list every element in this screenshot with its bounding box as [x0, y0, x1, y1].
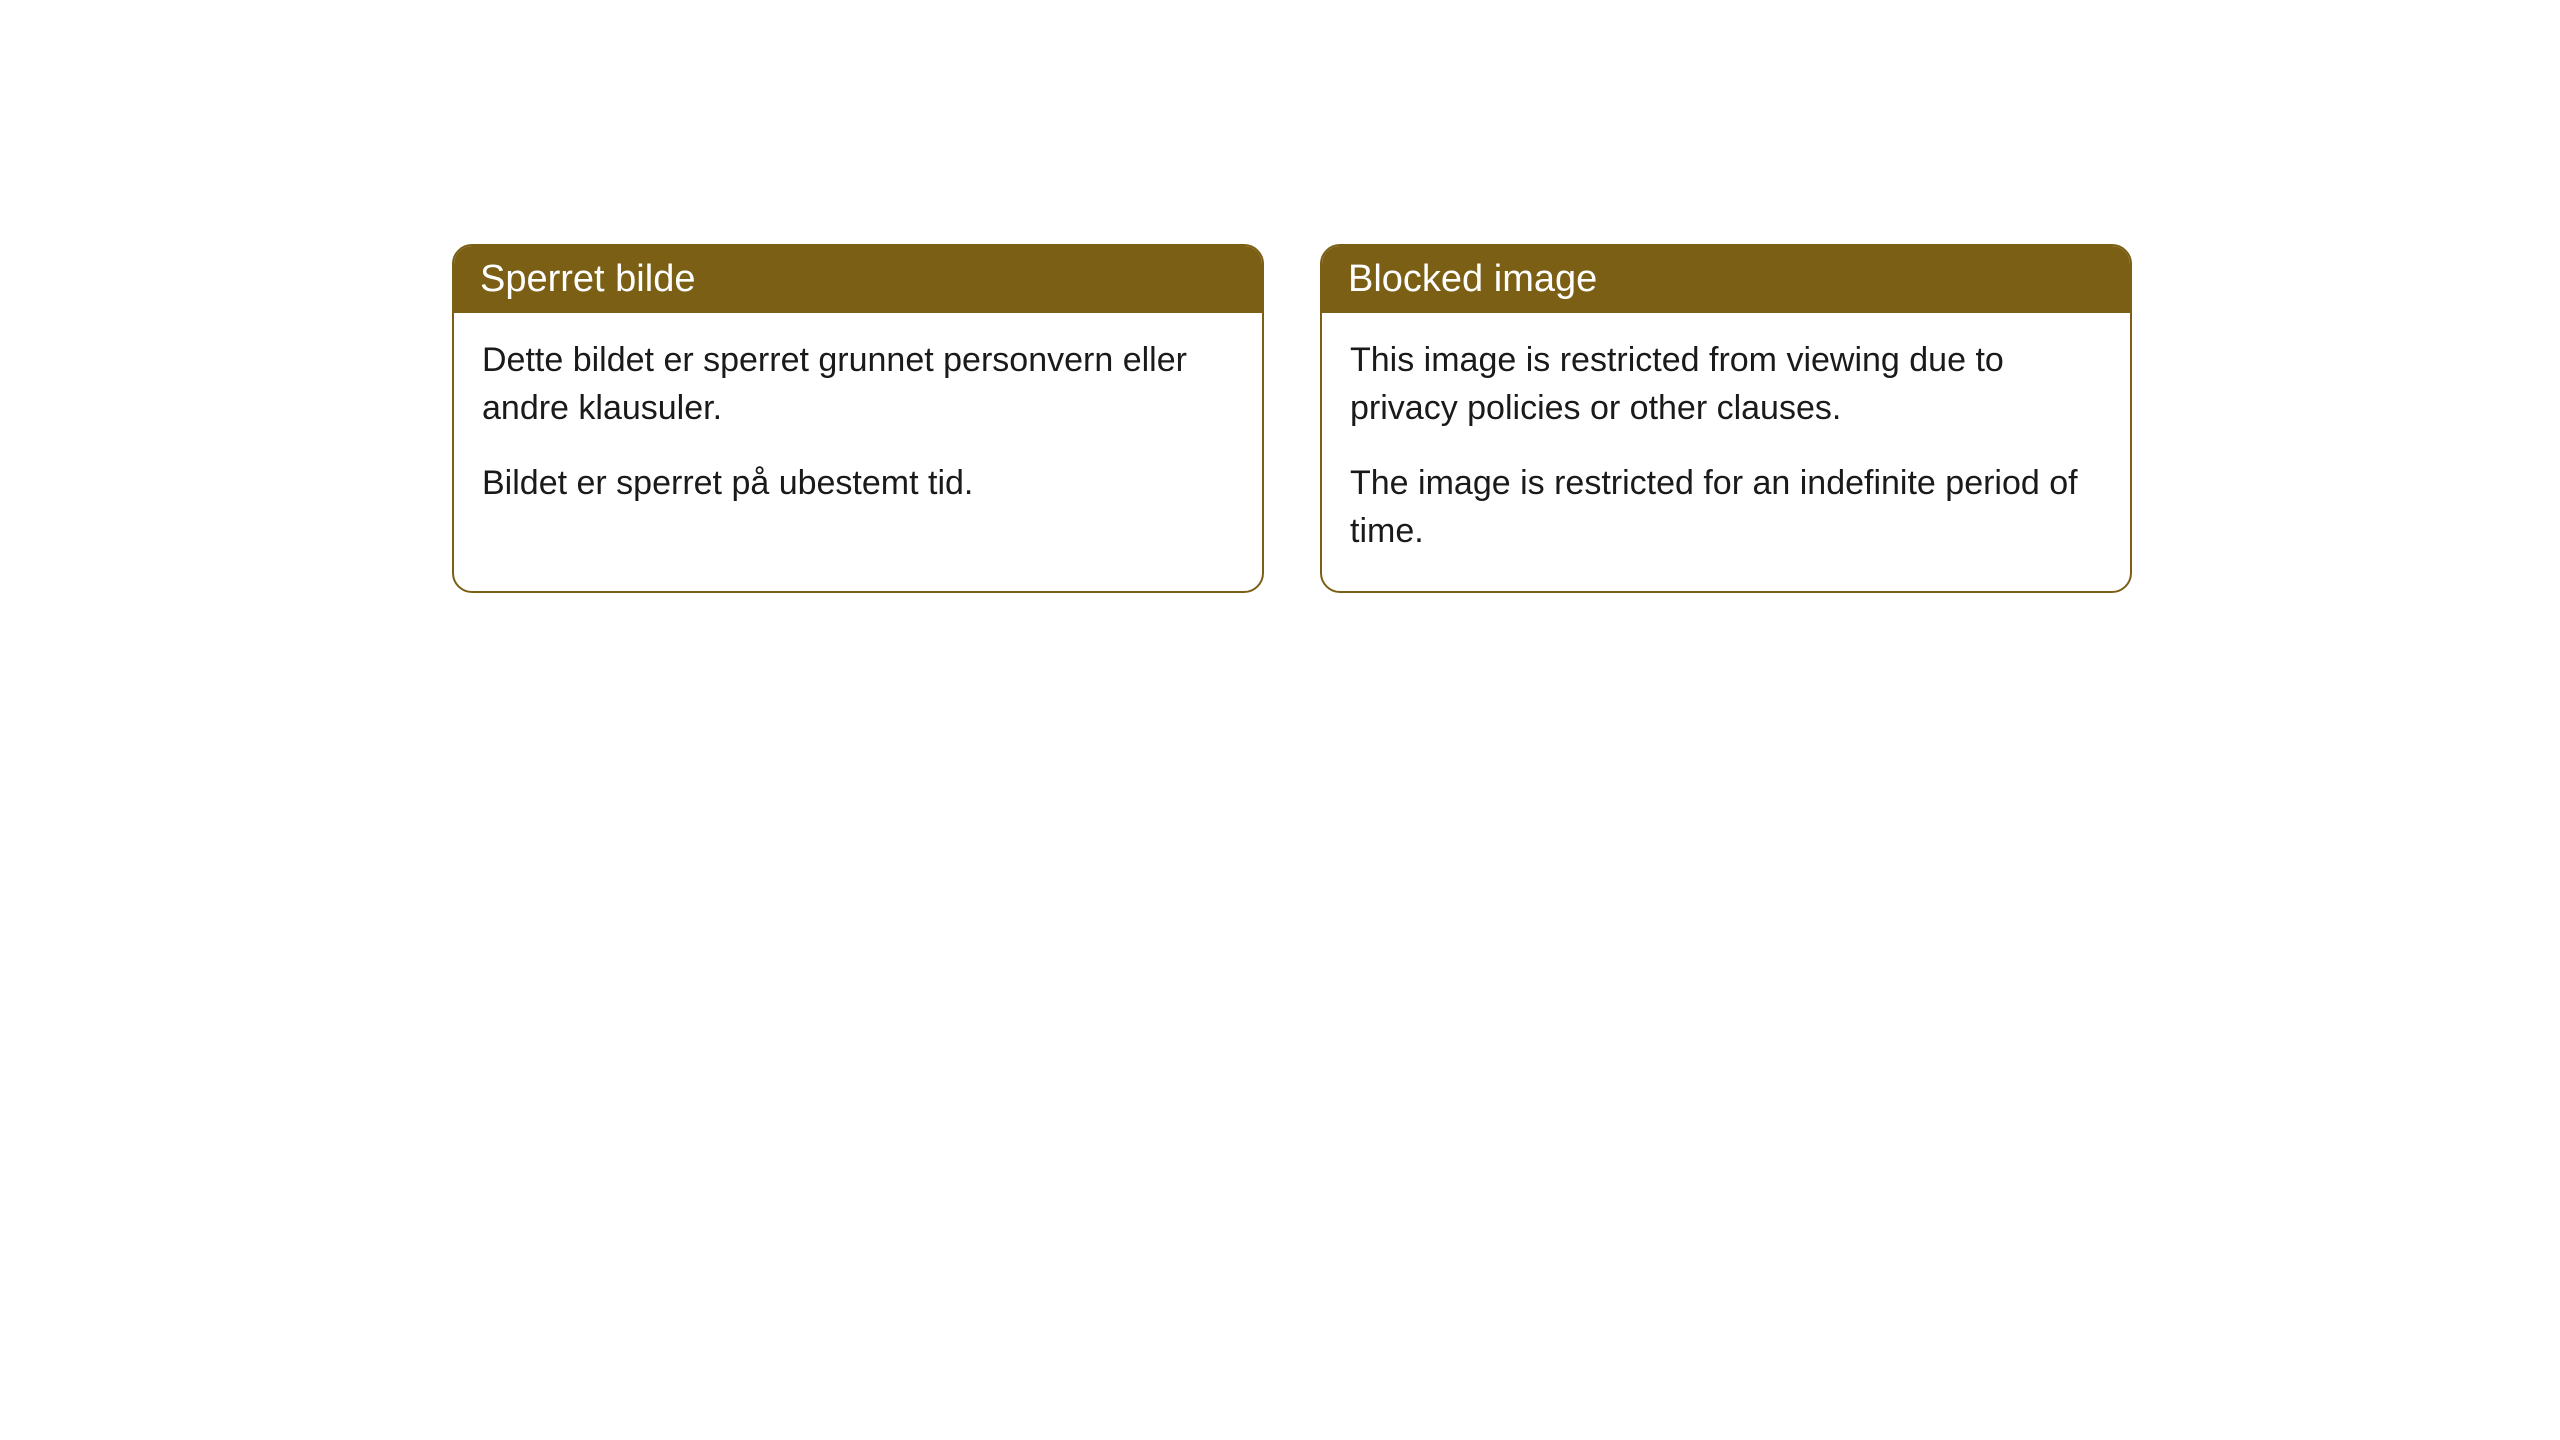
card-paragraph: Bildet er sperret på ubestemt tid. [482, 460, 1234, 508]
card-paragraph: Dette bildet er sperret grunnet personve… [482, 337, 1234, 432]
card-paragraph: This image is restricted from viewing du… [1350, 337, 2102, 432]
card-title: Blocked image [1348, 258, 1597, 300]
card-header: Blocked image [1322, 246, 2130, 313]
card-title: Sperret bilde [480, 258, 695, 300]
card-paragraph: The image is restricted for an indefinit… [1350, 460, 2102, 555]
card-header: Sperret bilde [454, 246, 1262, 313]
card-body: Dette bildet er sperret grunnet personve… [454, 313, 1262, 544]
notice-card-english: Blocked image This image is restricted f… [1320, 244, 2132, 593]
card-body: This image is restricted from viewing du… [1322, 313, 2130, 591]
notice-card-norwegian: Sperret bilde Dette bildet er sperret gr… [452, 244, 1264, 593]
notice-cards-container: Sperret bilde Dette bildet er sperret gr… [452, 244, 2560, 593]
